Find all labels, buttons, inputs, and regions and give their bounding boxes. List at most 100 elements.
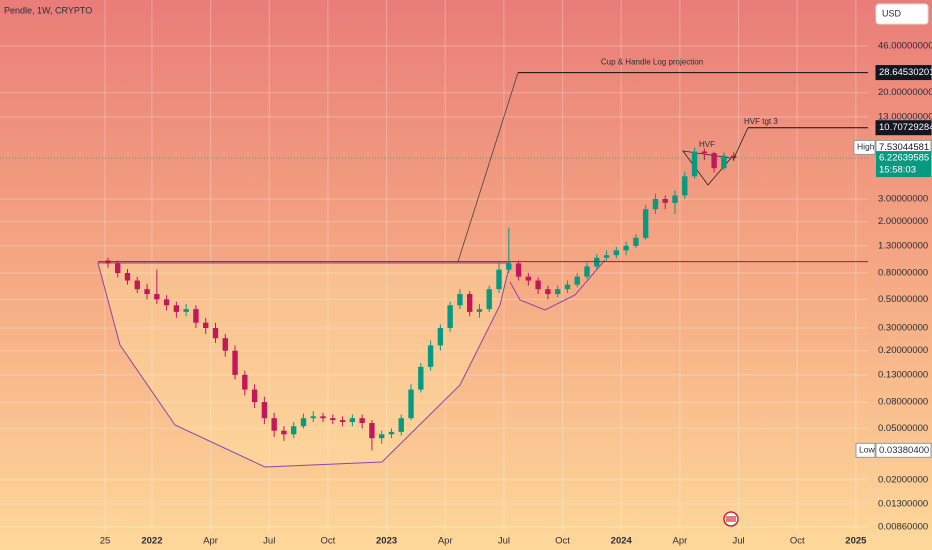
x-tick-label: Apr — [203, 536, 218, 547]
candle-body — [554, 289, 561, 295]
low-tag-box — [855, 442, 876, 458]
projection-price-box — [875, 65, 932, 81]
candle-body — [496, 269, 502, 290]
candle-body — [623, 245, 629, 251]
candle-body — [652, 198, 659, 210]
candle-body — [173, 305, 180, 312]
candle-body — [242, 374, 248, 390]
candle-body — [183, 309, 189, 312]
candle-body — [447, 305, 453, 329]
high-tag: High — [857, 142, 875, 152]
candle-body — [251, 389, 258, 403]
countdown-text: 15:58:03 — [879, 165, 916, 176]
candle-body — [662, 198, 668, 203]
candle-body — [310, 416, 316, 419]
candle-body — [701, 151, 708, 154]
candle-body — [232, 350, 238, 375]
x-tick-label: Oct — [790, 536, 805, 547]
y-tick-label: 0.05000000 — [878, 423, 928, 434]
projection-text: Cup & Handle Log projection — [601, 58, 703, 67]
candle-body — [359, 418, 365, 424]
candle-body — [154, 294, 160, 300]
y-tick-label: 1.30000000 — [878, 240, 928, 251]
candle-body — [271, 418, 277, 431]
candle-body — [203, 322, 209, 329]
hvf-diagonal — [732, 127, 749, 161]
candle-body — [574, 276, 580, 285]
candle-body — [339, 420, 346, 423]
x-tick-label: Apr — [438, 536, 453, 547]
hvf-price-text: 10.70729284 — [879, 122, 932, 133]
x-tick-label: Jul — [732, 536, 744, 547]
handle-shape — [509, 259, 606, 311]
candle-body — [506, 263, 512, 270]
candle-body — [115, 263, 121, 274]
x-tick-label: Apr — [672, 536, 687, 547]
y-tick-label: 0.02000000 — [878, 474, 928, 485]
low-price-box — [875, 442, 932, 458]
candle-body — [320, 416, 326, 419]
projection-diagonal — [457, 72, 519, 262]
candle-body — [222, 338, 228, 351]
candle-body — [584, 266, 590, 277]
y-tick-label: 0.20000000 — [878, 345, 928, 356]
candle-body — [330, 418, 336, 421]
candle-body — [457, 294, 463, 306]
y-tick-label: 0.13000000 — [878, 369, 928, 380]
candle-body — [633, 237, 639, 246]
candle-body — [291, 426, 297, 435]
candle-body — [691, 151, 698, 177]
candle-body — [613, 250, 620, 256]
candle-body — [525, 276, 532, 281]
y-tick-label: 20.00000000 — [878, 87, 932, 98]
y-tick-label: 0.30000000 — [878, 323, 928, 334]
y-tick-label: 0.00860000 — [878, 522, 928, 533]
candle-body — [134, 280, 140, 290]
projection-price-text: 28.64530201 — [879, 67, 932, 78]
candle-body — [437, 328, 444, 346]
candle-body — [711, 153, 717, 169]
candle-body — [261, 402, 268, 419]
cup-shape — [97, 262, 511, 468]
high-tag-box — [853, 139, 876, 155]
candle-body — [486, 289, 492, 310]
event-icon-flag — [726, 516, 736, 522]
candle-body — [418, 366, 424, 390]
currency-button[interactable] — [875, 3, 929, 25]
y-tick-label: 2.00000000 — [878, 216, 928, 227]
pattern-label: HVF — [699, 140, 715, 149]
grid — [0, 0, 868, 532]
low-price-text: 0.03380400 — [879, 445, 929, 456]
candle-body — [603, 255, 610, 258]
y-tick-label: 13.00000000 — [878, 111, 932, 122]
candle-body — [515, 263, 522, 277]
x-tick-label: Oct — [321, 536, 336, 547]
x-tick-label: Jul — [498, 536, 510, 547]
y-tick-label: 0.50000000 — [878, 294, 928, 305]
hvf-target-text: HVF tgt 3 — [744, 117, 778, 126]
x-tick-label: 2024 — [611, 536, 633, 547]
candle-body — [564, 284, 571, 290]
x-tick-label: Jul — [263, 536, 275, 547]
candle-body — [535, 280, 541, 290]
y-tick-label: 0.08000000 — [878, 397, 928, 408]
candle-body — [144, 289, 150, 295]
currency-label[interactable]: USD — [882, 8, 902, 18]
overlays: Cup & Handle Log projection HVF tgt 3 HVF 2… — [0, 58, 932, 458]
candle-body — [281, 430, 287, 435]
candle-body — [545, 289, 551, 295]
last-price-box — [876, 151, 931, 178]
y-tick-label: 3.00000000 — [878, 194, 928, 205]
candle-body — [476, 309, 483, 312]
hvf-price-box — [875, 120, 932, 136]
candle-body — [349, 418, 356, 423]
candle-body — [642, 209, 649, 238]
y-tick-label: 46.00000000 — [878, 41, 932, 52]
candle-body — [388, 431, 395, 435]
y-tick-label: 0.80000000 — [878, 268, 928, 279]
candle-body — [163, 299, 170, 306]
candle-body — [730, 155, 737, 159]
candle-body — [398, 418, 404, 432]
last-price-text: 6.22639585 — [879, 153, 929, 164]
